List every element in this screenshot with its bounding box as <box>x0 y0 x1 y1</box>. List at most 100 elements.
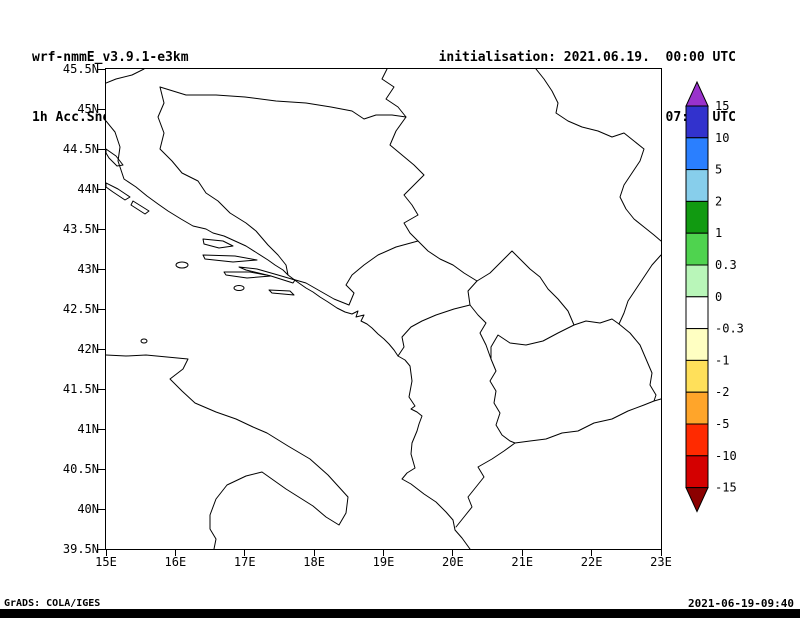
border-serbia-kosovo <box>477 251 574 325</box>
y-axis-tick <box>98 469 105 470</box>
y-axis-tick-label: 42N <box>77 342 99 356</box>
colorbar-label: 10 <box>715 131 729 145</box>
island-mljet <box>269 290 294 295</box>
x-axis-tick <box>452 550 453 556</box>
colorbar-label: -2 <box>715 385 729 399</box>
island-brac <box>203 239 233 248</box>
colorbar-segment <box>686 138 708 170</box>
colorbar-segment <box>686 392 708 424</box>
island-tremiti <box>141 339 147 343</box>
y-axis-tick <box>98 269 105 270</box>
border-croatia-bosnia-north <box>160 87 406 119</box>
x-axis-tick <box>661 550 662 556</box>
y-axis-tick-label: 43.5N <box>63 222 99 236</box>
y-axis-tick <box>98 429 105 430</box>
x-axis-tick-label: 19E <box>362 555 406 569</box>
y-axis-tick-label: 40N <box>77 502 99 516</box>
y-axis-tick-label: 40.5N <box>63 462 99 476</box>
grads-credit: GrADS: COLA/IGES <box>4 598 100 609</box>
border-croatia-bosnia-south <box>292 279 349 305</box>
y-axis-tick-label: 42.5N <box>63 302 99 316</box>
border-macedonia-serbia <box>574 319 619 325</box>
coastline-italy <box>106 355 348 549</box>
colorbar-label: 5 <box>715 163 722 177</box>
initialisation-time: initialisation: 2021.06.19. 00:00 UTC <box>439 48 736 68</box>
y-axis-tick <box>98 349 105 350</box>
y-axis-tick <box>98 509 105 510</box>
colorbar-segment <box>686 424 708 456</box>
x-axis-tick-label: 15E <box>84 555 128 569</box>
colorbar-segment <box>686 265 708 297</box>
island-hvar <box>203 255 257 262</box>
y-axis-tick <box>98 189 105 190</box>
x-axis-tick-label: 17E <box>223 555 267 569</box>
colorbar-label: -15 <box>715 481 737 495</box>
colorbar-label: 0.3 <box>715 258 737 272</box>
x-axis-tick-label: 18E <box>292 555 336 569</box>
x-axis-tick-label: 22E <box>570 555 614 569</box>
colorbar-label: -10 <box>715 449 737 463</box>
border-croatia-bosnia-west <box>158 87 288 275</box>
x-axis-tick <box>383 550 384 556</box>
x-axis-tick-label: 16E <box>153 555 197 569</box>
y-axis-tick <box>98 549 105 550</box>
x-axis-tick <box>522 550 523 556</box>
x-axis-tick <box>591 550 592 556</box>
border-kosovo-macedonia <box>491 325 574 359</box>
colorbar-label: -1 <box>715 353 729 367</box>
colorbar-segment <box>686 233 708 265</box>
colorbar-segment <box>686 456 708 488</box>
island-lastovo <box>234 286 244 291</box>
colorbar-segment <box>686 201 708 233</box>
coastline-balkan-adriatic <box>106 121 470 549</box>
colorbar-segment <box>686 329 708 361</box>
y-axis-tick-label: 44N <box>77 182 99 196</box>
border-montenegro-serbia <box>418 241 477 281</box>
border-kosovo-albania <box>470 305 491 359</box>
map-plot-area <box>105 68 662 550</box>
border-montenegro-kosovo <box>468 281 477 305</box>
border-bosnia-montenegro <box>346 241 418 305</box>
y-axis-tick-label: 41.5N <box>63 382 99 396</box>
island-pag <box>106 149 123 166</box>
grads-weather-plot: wrf-nmmE_v3.9.1-e3km 1h Acc.Snow [cm/1h]… <box>0 0 800 618</box>
y-axis-tick <box>98 309 105 310</box>
map-canvas <box>106 69 661 549</box>
colorbar-label: 0 <box>715 290 722 304</box>
colorbar: 15105210.30-0.3-1-2-5-10-15 <box>680 80 760 540</box>
bottom-black-bar <box>0 609 800 618</box>
border-albania-greece <box>456 443 515 527</box>
border-croatia-serbia <box>382 69 406 117</box>
island-vis <box>176 262 188 268</box>
model-name: wrf-nmmE_v3.9.1-e3km <box>32 48 189 68</box>
y-axis-tick-label: 41N <box>77 422 99 436</box>
island-dugi-otok <box>106 183 130 200</box>
border-bosnia-serbia-drina <box>390 117 424 241</box>
x-axis-tick-label: 20E <box>431 555 475 569</box>
border-macedonia-bulgaria <box>619 324 656 401</box>
border-serbia-romania-bulgaria <box>536 69 661 241</box>
colorbar-segment <box>686 297 708 329</box>
border-macedonia-greece <box>515 399 661 443</box>
border-serbia-bulgaria-south <box>619 255 661 324</box>
x-axis-tick <box>175 550 176 556</box>
colorbar-segment <box>686 360 708 392</box>
y-axis-tick-label: 43N <box>77 262 99 276</box>
x-axis-tick <box>244 550 245 556</box>
colorbar-label: 1 <box>715 226 722 240</box>
colorbar-label: -5 <box>715 417 729 431</box>
colorbar-label: 2 <box>715 194 722 208</box>
x-axis-tick <box>314 550 315 556</box>
colorbar-segment <box>686 106 708 138</box>
colorbar-segment <box>686 170 708 202</box>
border-albania-macedonia <box>490 359 515 443</box>
colorbar-label: 15 <box>715 99 729 113</box>
border-slovenia-croatia <box>106 69 144 83</box>
x-axis-tick-label: 23E <box>639 555 683 569</box>
border-montenegro-albania <box>398 305 470 356</box>
island-korcula <box>224 272 271 278</box>
y-axis-tick <box>98 229 105 230</box>
x-axis-tick <box>106 550 107 556</box>
colorbar-arrow-down <box>686 488 708 512</box>
island-kornati <box>131 201 149 214</box>
